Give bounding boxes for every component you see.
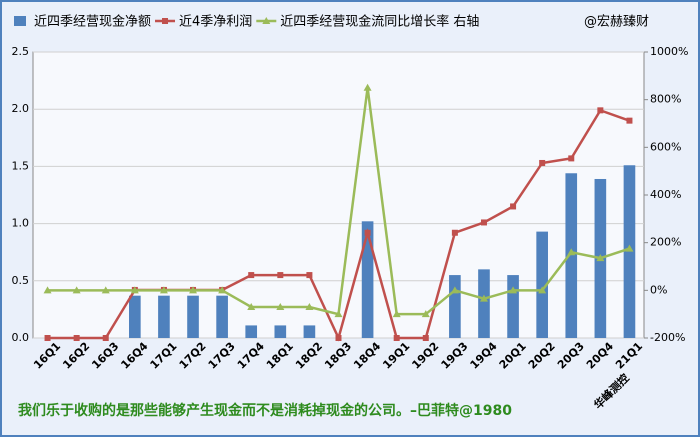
- bar: [536, 231, 548, 338]
- y2-tick-label: 800%: [650, 93, 681, 106]
- marker: [102, 335, 109, 341]
- marker: [597, 107, 604, 114]
- y2-tick-label: 600%: [650, 140, 681, 153]
- y-tick-label: 1.5: [12, 159, 30, 172]
- bar: [216, 295, 228, 338]
- y2-tick-label: -200%: [650, 331, 685, 344]
- marker: [509, 286, 518, 294]
- marker: [421, 310, 430, 318]
- y2-tick-label: 200%: [650, 236, 681, 249]
- marker: [277, 272, 284, 279]
- legend-marker: [262, 17, 271, 24]
- bar: [565, 173, 578, 338]
- marker: [450, 286, 459, 294]
- marker: [625, 244, 634, 252]
- marker: [189, 286, 198, 294]
- marker: [479, 294, 488, 302]
- marker: [626, 117, 633, 124]
- y-tick-label: 0.0: [12, 331, 30, 344]
- legend-marker: [162, 18, 169, 24]
- plot-area: [32, 51, 645, 339]
- marker: [334, 310, 343, 318]
- marker: [393, 335, 400, 341]
- y2-tick-label: 1000%: [650, 45, 688, 58]
- marker: [480, 219, 487, 226]
- bar: [245, 325, 258, 338]
- marker: [72, 286, 81, 294]
- marker: [568, 155, 575, 162]
- y-tick-label: 0.5: [12, 274, 30, 287]
- bar: [478, 269, 490, 338]
- marker: [44, 335, 51, 341]
- marker: [510, 203, 517, 210]
- marker: [43, 286, 52, 294]
- bar: [303, 325, 316, 338]
- marker: [335, 335, 342, 341]
- marker: [567, 248, 576, 256]
- marker: [159, 286, 168, 294]
- watermark: @宏赫臻财: [584, 15, 649, 30]
- marker: [130, 286, 139, 294]
- marker: [364, 229, 371, 236]
- bar: [158, 295, 170, 338]
- bar: [274, 325, 287, 338]
- marker: [539, 159, 546, 166]
- marker: [363, 83, 372, 91]
- bar: [507, 275, 519, 338]
- legend-label: 近四季经营现金流同比增长率 右轴: [280, 14, 479, 30]
- y-tick-label: 1.0: [12, 217, 30, 230]
- marker: [306, 272, 313, 279]
- marker: [248, 272, 255, 279]
- legend-swatch: [14, 16, 26, 26]
- bar: [623, 165, 636, 338]
- bar: [361, 221, 374, 338]
- marker: [247, 303, 256, 311]
- y-tick-label: 2.5: [12, 45, 30, 58]
- marker: [305, 303, 314, 311]
- marker: [538, 286, 547, 294]
- y-tick-label: 2.0: [12, 102, 30, 115]
- bar: [449, 275, 461, 338]
- y2-tick-label: 0%: [650, 283, 667, 296]
- marker: [596, 254, 605, 262]
- footer-quote: 我们乐于收购的是那些能够产生现金而不是消耗掉现金的公司。–巴菲特@1980: [18, 402, 512, 419]
- y2-tick-label: 400%: [650, 188, 681, 201]
- marker: [451, 229, 458, 236]
- bar: [129, 295, 141, 338]
- legend-label: 近四季经营现金净额: [34, 14, 151, 30]
- marker: [276, 303, 285, 311]
- bar: [187, 295, 199, 338]
- legend-label: 近4季净利润: [179, 15, 252, 30]
- marker: [218, 286, 227, 294]
- marker: [392, 310, 401, 318]
- marker: [422, 335, 429, 341]
- marker: [73, 335, 80, 341]
- marker: [101, 286, 110, 294]
